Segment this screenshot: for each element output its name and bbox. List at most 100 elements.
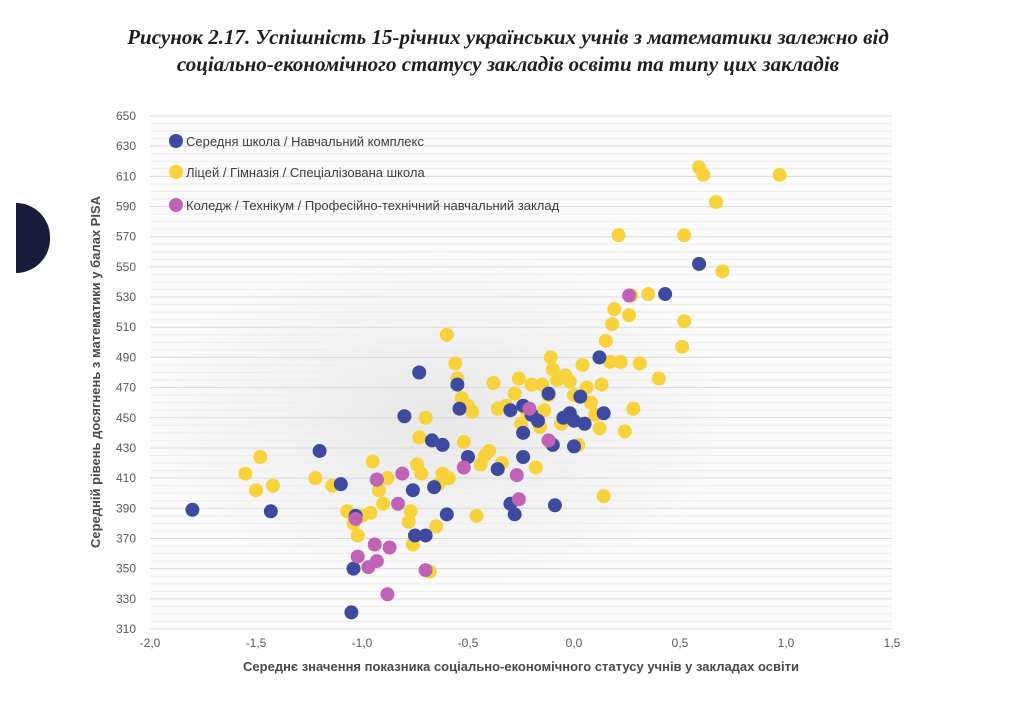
data-point <box>658 287 673 302</box>
figure-title-line-1: Рисунок 2.17. Успішність 15-річних украї… <box>127 25 889 49</box>
data-point <box>380 471 395 486</box>
data-point <box>511 492 526 507</box>
data-point <box>371 483 386 498</box>
data-point <box>603 354 618 369</box>
data-point <box>461 449 475 464</box>
y-tick-label: 410 <box>116 471 136 485</box>
data-point <box>677 314 692 329</box>
y-tick-label: 390 <box>116 501 136 515</box>
data-point <box>709 195 724 210</box>
data-point <box>346 561 361 576</box>
x-tick-label: 0,5 <box>672 636 689 650</box>
y-tick-label: 550 <box>116 260 136 274</box>
y-tick-label: 490 <box>116 350 136 364</box>
data-point <box>632 356 647 371</box>
data-point <box>675 339 690 354</box>
y-axis-label: Середній рівень досягнень з математики у… <box>88 195 103 548</box>
data-point <box>469 508 484 523</box>
data-point <box>456 460 471 475</box>
x-tick-label: 1,5 <box>884 636 901 650</box>
data-point <box>511 371 526 386</box>
data-point <box>263 504 278 519</box>
data-point <box>537 403 552 418</box>
data-point <box>333 477 348 492</box>
data-point <box>403 504 418 519</box>
data-point <box>622 308 637 323</box>
data-point <box>439 327 454 342</box>
data-point <box>641 287 656 302</box>
data-point <box>382 540 397 555</box>
data-point <box>238 466 253 481</box>
data-point <box>692 256 707 271</box>
y-tick-label: 630 <box>116 139 136 153</box>
y-tick-label: 330 <box>116 592 136 606</box>
data-point <box>348 511 363 526</box>
data-point <box>524 377 539 392</box>
data-point <box>365 454 380 469</box>
data-point <box>401 514 416 529</box>
y-tick-label: 650 <box>116 109 136 123</box>
data-point <box>503 403 518 418</box>
y-tick-label: 370 <box>116 531 136 545</box>
data-point <box>626 401 641 416</box>
data-point <box>575 357 590 372</box>
data-point <box>677 228 692 243</box>
y-tick-label: 590 <box>116 200 136 214</box>
x-tick-label: -0,5 <box>458 636 479 650</box>
data-point <box>253 449 268 464</box>
y-tick-label: 510 <box>116 320 136 334</box>
data-point <box>541 433 556 448</box>
data-point <box>516 425 531 440</box>
data-point <box>427 480 442 495</box>
data-point <box>545 362 560 377</box>
data-point <box>605 317 620 332</box>
data-point <box>397 409 412 424</box>
data-point <box>465 404 480 419</box>
x-tick-label: 0,0 <box>566 636 583 650</box>
data-point <box>583 395 598 410</box>
y-tick-label: 450 <box>116 411 136 425</box>
data-point <box>408 528 422 543</box>
data-point <box>350 528 365 543</box>
data-point <box>507 386 522 401</box>
y-tick-label: 570 <box>116 230 136 244</box>
y-tick-label: 430 <box>116 441 136 455</box>
data-point <box>429 519 444 534</box>
legend: Середня школа / Навчальний комплекс Ліцей… <box>169 134 560 213</box>
data-point <box>350 549 365 564</box>
x-axis-label: Середнє значення показника соціально-еко… <box>243 659 799 674</box>
legend-label: Ліцей / Гімназія / Спеціалізована школа <box>186 165 425 180</box>
data-point <box>391 496 406 511</box>
data-point <box>617 424 632 439</box>
data-point <box>577 416 592 431</box>
data-point <box>482 443 497 458</box>
legend-marker <box>169 134 183 148</box>
legend-marker <box>169 165 183 179</box>
data-point <box>507 507 522 522</box>
data-point <box>452 401 467 416</box>
data-point <box>380 587 395 602</box>
x-tick-label: -2,0 <box>140 636 161 650</box>
y-tick-label: 310 <box>116 622 136 636</box>
y-tick-label: 530 <box>116 290 136 304</box>
legend-label: Середня школа / Навчальний комплекс <box>186 134 424 149</box>
data-point <box>367 537 382 552</box>
data-point <box>696 167 711 182</box>
data-point <box>772 167 787 182</box>
data-point <box>412 430 427 445</box>
data-point <box>249 483 263 498</box>
data-points <box>185 160 787 620</box>
data-point <box>651 371 666 386</box>
data-point <box>395 466 410 481</box>
data-point <box>405 483 420 498</box>
data-point <box>562 374 577 389</box>
data-point <box>490 462 505 477</box>
data-point <box>594 377 609 392</box>
data-point <box>573 389 588 404</box>
data-point <box>418 528 433 543</box>
figure-title-line-2: соціально-економічного статусу закладів … <box>176 52 840 76</box>
data-point <box>418 410 433 425</box>
data-point <box>363 505 378 520</box>
data-point <box>541 386 556 401</box>
